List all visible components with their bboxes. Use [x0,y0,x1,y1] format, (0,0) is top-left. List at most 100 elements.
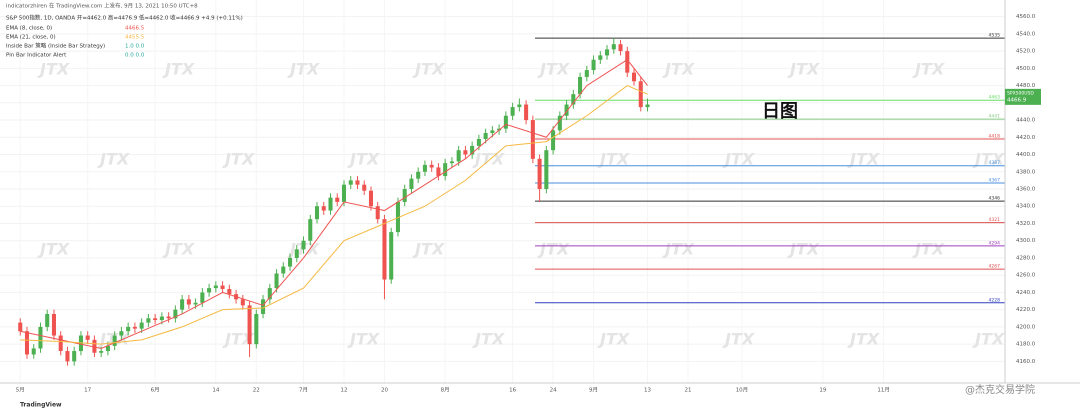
candle-body [173,309,178,319]
candle-body [449,161,454,164]
watermark: JTX [347,150,380,169]
watermark: JTX [972,150,1005,169]
y-tick-label: 4200.0 [1016,324,1036,330]
candle-body [146,318,151,323]
candle-body [524,104,529,121]
y-tick-label: 4160.0 [1016,359,1036,365]
x-tick-label: 17 [84,388,91,394]
watermark: JTX [912,240,945,259]
candle-body [402,189,407,202]
level-label: 4267 [989,264,1001,270]
candle-body [389,232,394,280]
indicator-name: EMA (8, close, 0) [6,26,52,32]
candle-body [503,115,508,129]
candle-body [557,115,562,131]
candle-body [274,273,279,289]
watermark: JTX [662,60,695,79]
plot: 4535 4463 4441 4418 4387 4367 4346 4321 4294 4267… [18,33,1005,366]
candle-body [551,130,556,151]
candle-body [105,345,110,352]
x-tick-label: 6月 [151,387,160,394]
candle-body [240,299,245,306]
candle-body [45,313,50,327]
candle-body [65,351,70,362]
x-tick-label: 16 [509,388,516,394]
candle-body [625,51,630,73]
footer-credit: @杰克交易学院 [965,383,1035,396]
watermark: JTX [162,60,195,79]
candle-body [611,44,616,50]
watermark: JTX [412,60,445,79]
y-tick-label: 4260.0 [1016,273,1036,279]
candle-body [429,164,434,168]
candle-body [341,184,347,202]
indicator-name: Inside Bar 策略 (Inside Bar Strategy) [6,42,105,50]
candle-body [416,171,421,179]
ema-line [20,59,648,349]
candle-body [314,206,320,220]
indicator-value: 0.0 0.0 [125,53,145,59]
candle-body [261,299,266,314]
level-label: 4441 [989,114,1001,120]
watermark: JTX [412,240,445,259]
watermark: JTX [847,150,880,169]
candle-body [112,335,117,346]
candle-body [368,190,373,207]
candle-body [58,335,63,352]
level-label: 4535 [989,33,1001,39]
candle-body [605,49,610,56]
candle-body [180,299,185,310]
y-tick-label: 4180.0 [1016,342,1036,348]
header: indicatorzhiren 在 TradingView.com 上发布, 9… [6,2,198,10]
candle-body [638,81,643,108]
watermark: JTX [287,60,320,79]
watermark: JTX [37,240,70,259]
watermark: JTX [787,60,820,79]
candle-body [308,219,313,241]
x-tick-label: 11月 [877,387,890,394]
x-tick-label: 24 [550,388,557,394]
watermark: JTX [597,330,630,349]
candle-body [530,120,535,159]
candle-body [213,285,218,289]
x-tick-label: 8月 [441,387,450,394]
candle-body [247,305,252,345]
candle-body [645,104,650,108]
y-tick-label: 4320.0 [1016,221,1036,227]
candle-body [72,351,77,362]
candle-body [483,132,488,140]
watermark: JTX [347,330,380,349]
candle-body [476,139,481,146]
candle-body [436,167,441,177]
watermark: JTX [537,60,570,79]
ema-line [20,84,648,345]
candle-body [584,70,589,77]
watermark: JTX [162,240,195,259]
candle-body [510,107,515,116]
candle-body [470,145,475,155]
indicator-value: 4455.5 [125,35,145,41]
level-label: 4387 [989,160,1001,166]
x-tick-label: 13 [644,388,651,394]
watermark: JTX [472,150,505,169]
symbol-line: S&P 500指数, 1D, OANDA 开=4462.0 高=4476.9 低… [6,14,243,22]
y-tick-label: 4360.0 [1016,187,1036,193]
candle-body [409,178,414,189]
price-tag-value: 4466.9 [1007,97,1027,103]
x-tick-label: 12 [340,388,347,394]
candle-body [578,76,583,95]
candle-body [321,206,326,211]
watermark: JTX [662,240,695,259]
candle-body [288,257,293,267]
candle-body [254,313,259,345]
candle-body [186,299,191,305]
y-tick-label: 4440.0 [1016,118,1036,124]
candle-body [92,339,97,353]
watermark: JTX [472,330,505,349]
candle-body [85,335,90,340]
candle-body [456,150,461,162]
candle-body [132,326,137,329]
watermark: JTX [722,330,755,349]
candle-body [153,318,158,321]
x-tick-label: 19 [819,388,826,394]
